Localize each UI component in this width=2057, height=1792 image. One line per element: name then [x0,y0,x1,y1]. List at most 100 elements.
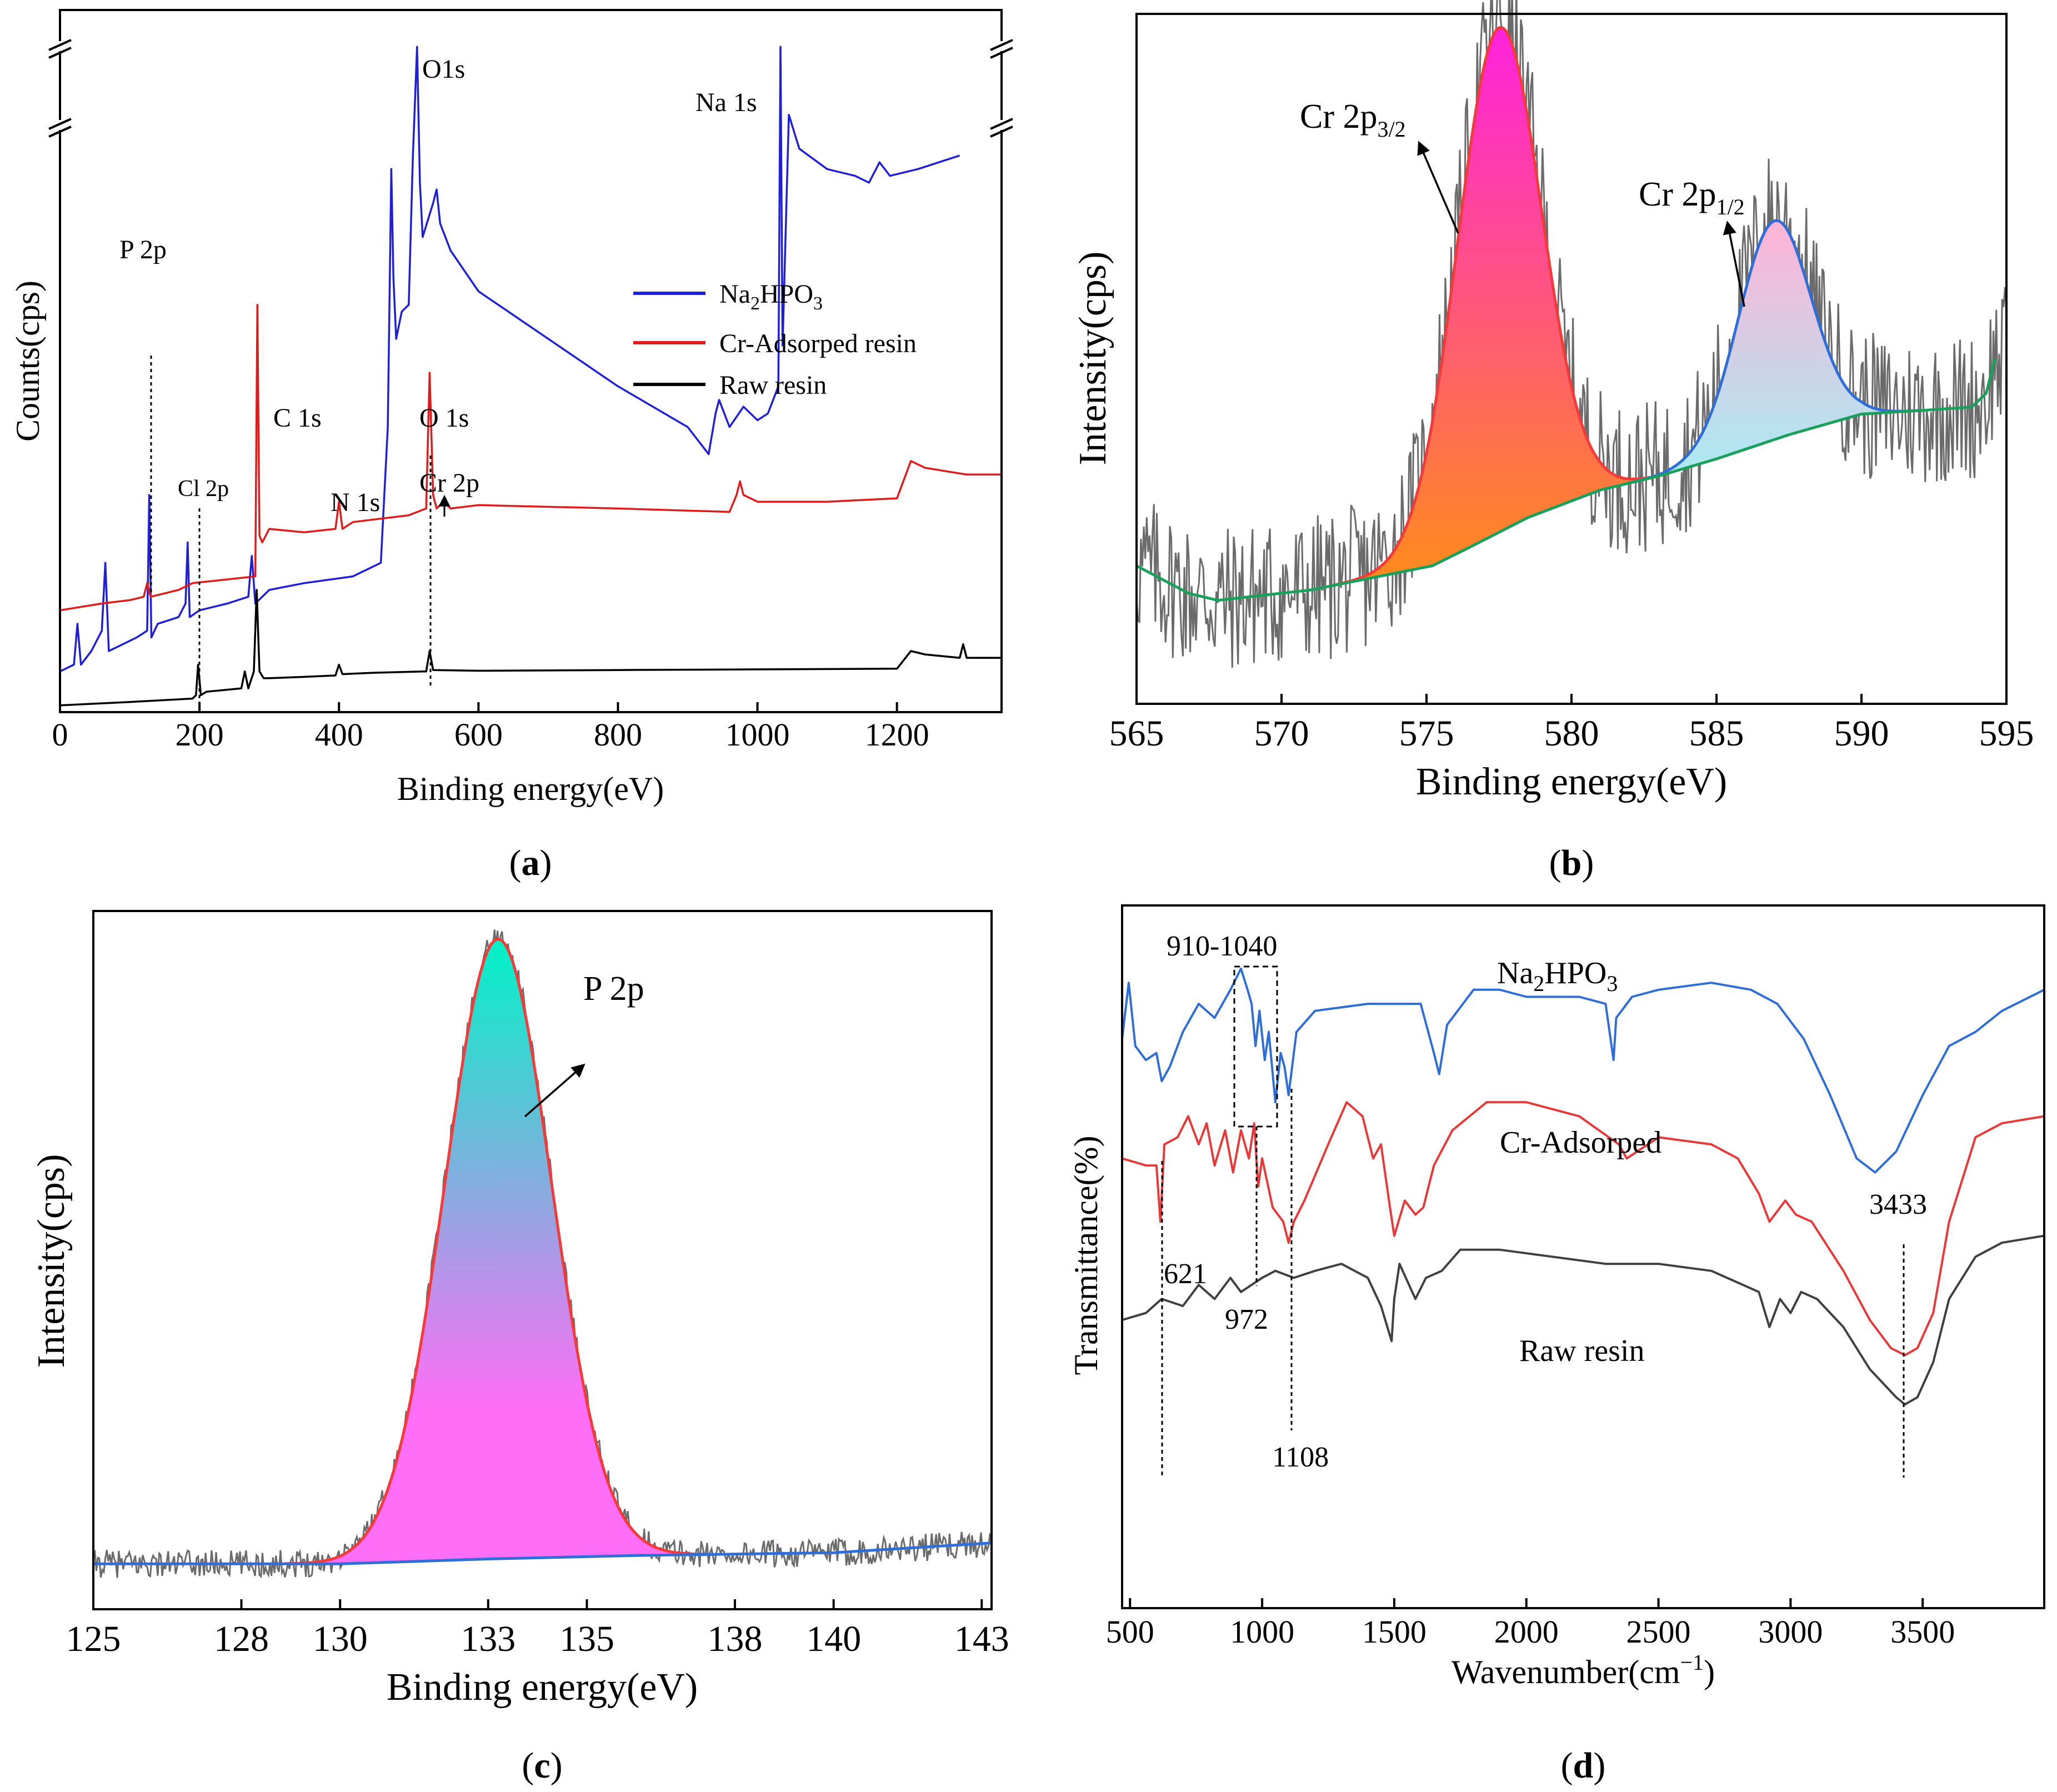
panel-d-x-tick-label: 1500 [1362,1614,1427,1650]
panel-d-x-tick-label: 2500 [1626,1614,1691,1650]
panel-c-x-tick-label: 130 [313,1619,368,1659]
annotation-o1s: O 1s [419,403,469,433]
box-910-1040 [1233,965,1278,1128]
panel-b-peak-fill-0 [1330,27,1668,586]
panel-a-frame [59,9,1003,713]
panel-b-x-tick-label: 585 [1689,713,1744,754]
panel-a-xlabel: Binding energy(eV) [397,770,664,807]
panel-c-x-ticks: 125 128 130 133 135 138 140 143 [66,1599,1009,1659]
annotation-cl2p: Cl 2p [178,476,229,502]
panel-d-x-tick-label: 500 [1106,1614,1154,1650]
panel-c-x-tick-label: 133 [461,1619,515,1659]
panel-b-peak-fit-0 [1330,26,1668,587]
label-621: 621 [1164,1258,1207,1290]
panel-c-x-tick-label: 135 [559,1619,614,1659]
annotation-na1s: Na 1s [695,88,757,117]
panel-d-x-tick-label: 3000 [1758,1614,1823,1650]
series-na2hpo3 [59,46,960,673]
panel-a-caption: (a) [509,843,552,883]
panel-a-x-tick-label: 1200 [865,717,929,753]
panel-a-x-ticks: 0 200 400 600 800 1000 1200 [52,702,929,753]
panel-a-x-tick-label: 400 [315,717,363,753]
panel-c-x-tick-label: 143 [954,1619,1009,1659]
panel-b-peak-fit-1 [1629,219,1920,484]
panel-b-x-ticks: 565 570 575 580 585 590 595 [1109,694,2034,754]
panel-d-ref-lines [1161,1089,1905,1478]
panel-d-x-tick-label: 3500 [1890,1614,1955,1650]
panel-a-x-tick-label: 0 [52,717,68,753]
panel-b-x-tick-label: 575 [1399,713,1454,754]
panel-c-peak-fill-0 [284,939,712,1564]
panel-a-legend: Na2HPO3 Cr-Adsorped resin Raw resin [633,279,917,400]
label-3433: 3433 [1869,1189,1927,1220]
panel-d-ftir: 500 1000 1500 2000 2500 3000 3500 Wavenumber(c… [1068,904,2045,1786]
series-raw-resin [59,589,1002,707]
panel-c-x-tick-label: 138 [708,1619,763,1659]
panel-c-x-tick-label: 128 [214,1619,269,1659]
ftir-series-raw-resin [1122,1234,2045,1406]
ftir-series-cr-adsorped [1122,1101,2045,1356]
panel-a-ylabel: Counts(cps) [9,281,46,442]
panel-c-caption: (c) [522,1745,562,1786]
panel-b-raw-data [1135,0,2008,668]
panel-d-content [1121,967,2045,1406]
panel-c-background [93,1541,992,1565]
panel-c-content [92,929,993,1579]
panel-d-xlabel: Wavenumber(cm−1) [1452,1650,1715,1690]
legend-label-raw-resin: Raw resin [719,371,827,400]
arrow-cr2p12 [1723,221,1745,307]
panel-a-series [59,46,1002,707]
annotation-cr2p12: Cr 2p1/2 [1639,176,1745,219]
panel-b-background [1135,358,1996,602]
panel-a-dotted-lines [150,356,432,712]
panel-b-content [1135,0,2008,668]
panel-a-x-tick-label: 800 [594,717,642,753]
ftir-series-na2hpo3 [1121,967,2045,1174]
annotation-cr2p: Cr 2p [419,468,479,498]
panel-d-frame [1121,904,2045,1609]
panel-d-x-tick-label: 1000 [1230,1614,1294,1650]
annotation-p2p-peak: P 2p [583,970,644,1008]
panel-b-x-tick-label: 580 [1544,713,1599,754]
panel-c-p2p-spectrum: 125 128 130 133 135 138 140 143 Binding energy(… [30,910,1009,1786]
panel-d-x-tick-label: 2000 [1494,1614,1559,1650]
panel-b-x-tick-label: 570 [1254,713,1309,754]
panel-b-ylabel: Intensity(cps) [1072,252,1114,465]
panel-b-cr2p-spectrum: 565 570 575 580 585 590 595 Binding energy(eV)… [1072,0,2034,883]
panel-d-ylabel: Transmittance(%) [1068,1135,1104,1375]
panel-d-x-ticks: 500 1000 1500 2000 2500 3000 3500 [1106,1598,1955,1650]
label-series-cr-adsorped: Cr-Adsorped [1500,1125,1661,1160]
annotation-o1s-top: O1s [422,54,465,84]
label-972: 972 [1225,1304,1268,1335]
label-series-na2hpo3: Na2HPO3 [1497,956,1618,996]
panel-a-xps-survey: 0 200 400 600 800 1000 1200 Binding energy(eV)… [9,9,1013,883]
legend-label-na2hpo3: Na2HPO3 [719,279,823,314]
panel-c-x-tick-label: 140 [806,1619,861,1659]
panel-b-xlabel: Binding energy(eV) [1416,760,1728,803]
panel-d-caption: (d) [1561,1745,1606,1786]
panel-a-x-tick-label: 200 [176,717,224,753]
panel-c-peak-fit-0 [284,937,712,1565]
annotation-c1s: C 1s [273,403,322,433]
panel-a-x-tick-label: 1000 [725,717,790,753]
panel-b-x-tick-label: 565 [1109,713,1164,754]
annotation-cr2p32: Cr 2p3/2 [1300,98,1406,142]
annotation-p2p: P 2p [119,235,167,264]
panel-a-x-tick-label: 600 [454,717,503,753]
series-cr-adsorped-resin [59,304,1002,612]
arrow-p2p [524,1063,585,1118]
arrow-cr2p32 [1417,141,1459,234]
panel-b-caption: (b) [1549,843,1594,883]
panel-c-x-tick-label: 125 [66,1619,121,1659]
label-series-raw-resin: Raw resin [1519,1334,1645,1368]
panel-a-axis-break [48,39,1013,138]
legend-label-cr-adsorped: Cr-Adsorped resin [719,329,917,358]
panel-c-frame [92,910,993,1610]
annotation-n1s: N 1s [331,488,380,517]
panel-b-x-tick-label: 595 [1979,713,2034,754]
panel-c-ylabel: Intensity(cps) [30,1154,73,1368]
label-910-1040: 910-1040 [1167,930,1277,962]
label-1108: 1108 [1272,1441,1329,1473]
panel-c-xlabel: Binding energy(eV) [387,1666,698,1709]
